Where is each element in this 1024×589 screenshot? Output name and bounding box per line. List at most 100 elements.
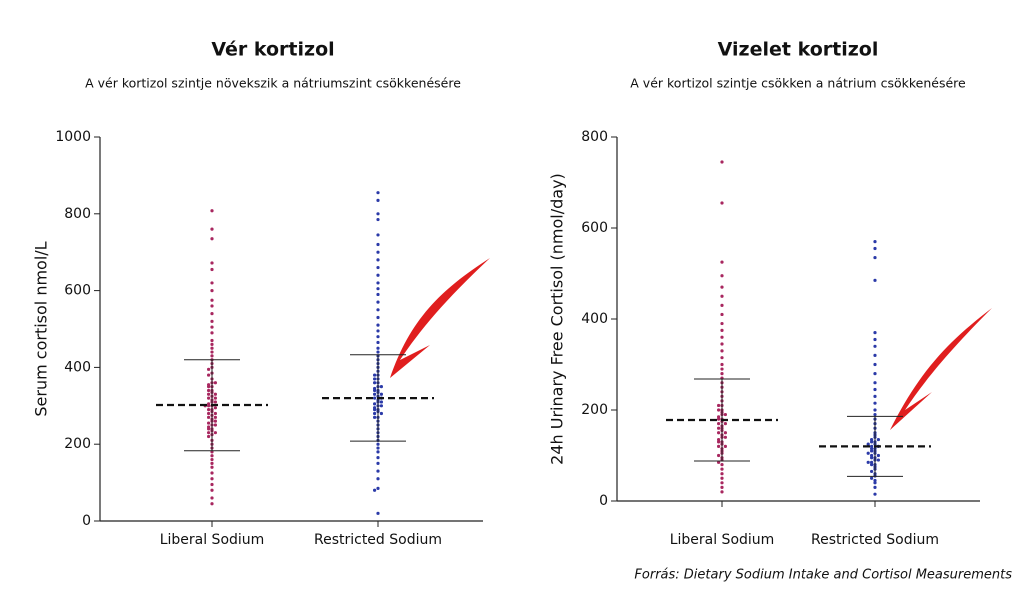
dot [723,412,728,417]
y-tick-label: 800 [581,129,608,145]
dot [376,212,380,216]
dot [373,392,377,396]
dot [717,422,721,426]
dot [717,440,721,444]
dot [720,160,724,164]
dot [210,342,214,346]
chart-subtitle: A vér kortizol szintje növekszik a nátri… [85,76,461,91]
dot [873,255,877,260]
dot [720,335,724,339]
dot [207,415,211,419]
dot [720,328,724,332]
dot [873,408,877,412]
dot [717,426,721,430]
dot [376,281,380,285]
dot [376,287,380,291]
dot [376,273,380,277]
dot-group [866,240,881,496]
dot [720,342,724,346]
chart-subtitle: A vér kortizol szintje csökken a nátrium… [630,76,966,91]
dot [866,442,870,446]
dot [720,463,724,467]
y-axis-label: 24h Urinary Free Cortisol (nmol/day) [548,173,567,465]
dot [379,404,383,408]
dot [207,404,211,408]
dot [376,315,380,320]
dot [379,385,383,389]
y-tick-label: 400 [581,311,608,327]
dot [870,456,874,460]
dot [210,471,214,475]
dot [720,467,724,471]
dot [213,392,217,396]
dot [720,303,724,307]
x-tick-label: Restricted Sodium [811,532,939,548]
dot [373,377,377,381]
dot [870,453,874,458]
dot [207,373,211,377]
dot [720,349,724,353]
dot [207,427,211,431]
y-tick-label: 600 [64,283,91,299]
dot [210,457,214,462]
dot [210,354,214,358]
dot [210,304,214,308]
dot [720,356,724,360]
dot [376,340,380,345]
dot [379,411,383,416]
dot [210,312,214,316]
dot [210,461,214,465]
dot [873,362,877,367]
dot-group [373,191,383,515]
dot [213,381,217,385]
dot [210,465,214,469]
dot [210,227,214,231]
dot [873,278,877,282]
dot [717,431,721,435]
dot [870,440,874,444]
dot [717,403,721,408]
dot [376,191,380,195]
dot [210,325,214,329]
dot [376,217,380,222]
dot [723,431,728,435]
dot [720,294,724,298]
dot [376,258,380,262]
source: Forrás: Dietary Sodium Intake and Cortis… [634,568,1012,583]
dot [210,477,214,481]
dot [717,408,721,412]
dot [207,431,211,435]
dot [376,511,380,515]
dot [207,411,211,416]
dot [870,437,874,442]
dot [373,411,377,416]
dot [870,449,874,453]
dot [373,402,377,406]
dot [213,406,217,410]
dot [720,476,724,480]
dot [376,469,380,473]
dot [210,350,214,354]
dot [717,460,721,464]
dot [210,502,214,506]
dot [376,329,380,333]
dot [376,233,380,237]
dot [720,312,724,317]
dot [870,444,874,448]
dot [873,337,877,342]
dot [720,321,724,326]
dot [870,460,874,464]
dot [210,454,214,458]
dot [876,458,881,462]
dot [376,335,380,339]
dot [873,481,877,485]
dot [873,412,877,417]
dot [210,488,214,492]
dot [210,346,214,350]
dot [376,486,380,490]
dot [717,415,721,419]
dot [376,446,380,450]
dot [720,201,724,205]
dot [873,246,877,251]
